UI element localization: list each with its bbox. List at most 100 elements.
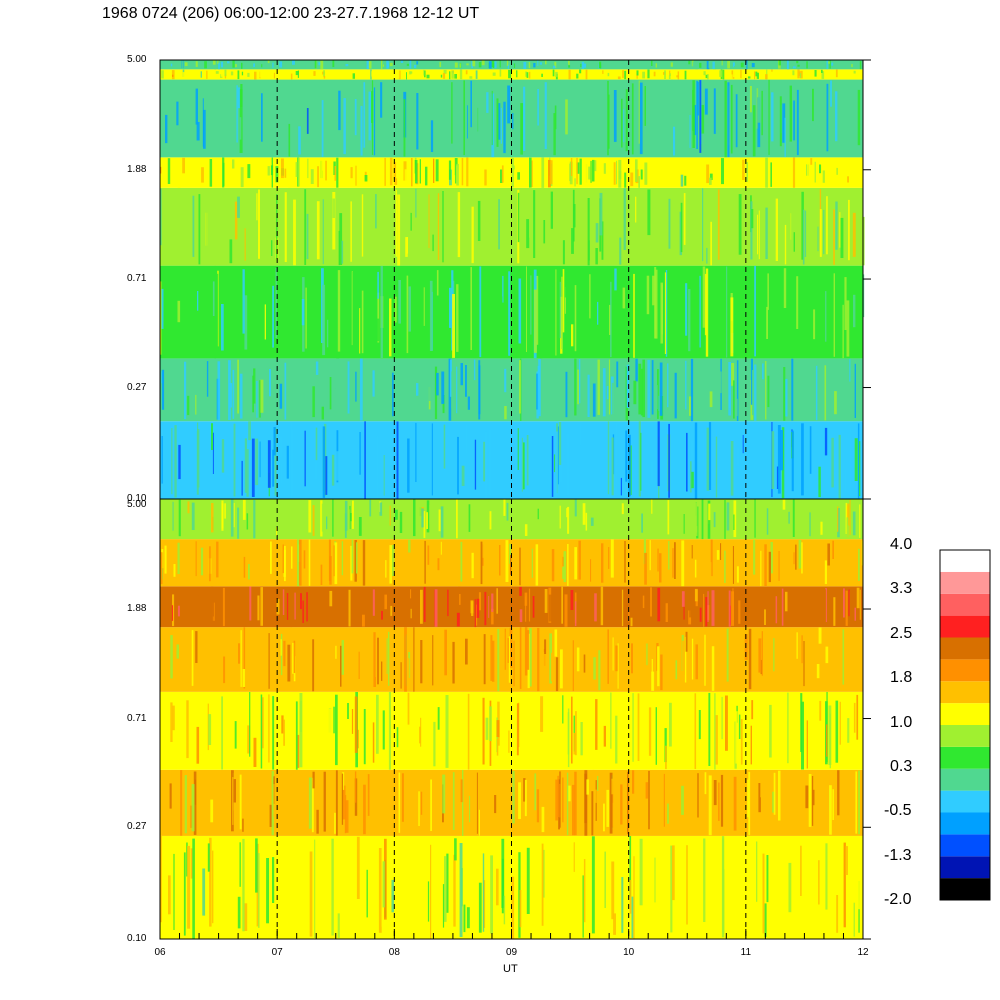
texture-streak [559,505,561,529]
texture-streak [790,274,792,355]
texture-streak [606,716,609,764]
texture-streak [432,635,434,686]
texture-streak [332,192,336,250]
texture-streak [668,198,671,249]
texture-streak [835,700,839,763]
texture-streak [534,773,537,811]
texture-streak [574,105,576,149]
texture-streak [326,319,329,348]
texture-streak [491,608,494,625]
texture-streak [299,700,302,732]
texture-streak [227,61,230,64]
texture-streak [771,69,773,72]
texture-streak [690,630,692,661]
texture-streak [187,501,190,514]
texture-streak [767,273,769,310]
texture-streak [423,69,425,76]
texture-streak [160,188,162,246]
texture-streak [423,207,427,238]
texture-streak [683,514,685,534]
texture-streak [793,552,795,565]
texture-streak [721,158,724,185]
texture-streak [362,614,365,627]
texture-streak [160,835,162,923]
texture-streak [704,88,708,115]
texture-streak [834,391,837,415]
texture-streak [447,589,449,617]
texture-streak [186,842,188,877]
texture-streak [833,511,836,530]
texture-streak [524,779,527,817]
texture-streak [649,630,651,669]
texture-streak [395,189,398,257]
texture-streak [535,275,539,345]
texture-streak [785,591,788,612]
texture-streak [577,369,579,405]
texture-streak [757,214,759,255]
texture-streak [323,508,327,530]
texture-streak [657,548,659,572]
texture-streak [688,610,692,625]
texture-streak [232,60,235,68]
texture-streak [394,178,398,185]
texture-streak [589,274,591,319]
texture-streak [405,237,408,257]
texture-streak [355,371,357,402]
texture-streak [785,632,788,676]
texture-streak [521,437,523,492]
texture-streak [280,75,283,80]
texture-streak [466,63,469,66]
texture-streak [684,636,687,683]
texture-streak [469,76,473,79]
texture-streak [797,69,800,79]
texture-streak [821,69,823,73]
texture-streak [501,165,504,183]
texture-streak [696,80,698,149]
texture-streak [509,543,512,564]
texture-streak [267,60,270,64]
texture-streak [316,201,320,260]
texture-streak [562,566,565,579]
texture-streak [420,717,422,747]
y-tick-label: 0.71 [127,712,147,724]
texture-streak [418,791,420,826]
texture-streak [772,791,776,813]
texture-streak [594,160,597,172]
texture-streak [760,769,762,798]
texture-streak [401,503,405,539]
texture-streak [778,770,781,821]
texture-streak [837,506,839,532]
texture-streak [246,449,249,497]
texture-streak [457,192,461,258]
texture-streak [290,627,293,654]
texture-streak [599,61,602,69]
texture-streak [573,732,576,755]
texture-streak [411,158,413,187]
texture-streak [611,437,614,496]
texture-streak [160,85,163,103]
colorbar-segment [940,856,990,879]
texture-streak [444,856,447,922]
y-tick-label: 5.00 [127,499,147,510]
texture-streak [781,500,783,518]
texture-streak [396,727,399,748]
texture-streak [847,176,849,183]
texture-streak [839,212,841,248]
texture-streak [372,589,375,616]
texture-streak [276,527,278,536]
texture-streak [225,359,228,379]
texture-streak [426,74,430,79]
texture-streak [294,592,296,620]
x-tick-label: 10 [623,947,635,958]
texture-streak [325,160,327,181]
texture-streak [501,698,503,751]
texture-streak [203,109,206,149]
texture-streak [217,60,219,64]
texture-streak [388,631,390,686]
texture-streak [499,60,501,68]
texture-streak [585,512,588,531]
texture-streak [796,61,799,64]
texture-streak [583,654,586,673]
texture-streak [766,855,769,903]
texture-streak [699,62,702,68]
